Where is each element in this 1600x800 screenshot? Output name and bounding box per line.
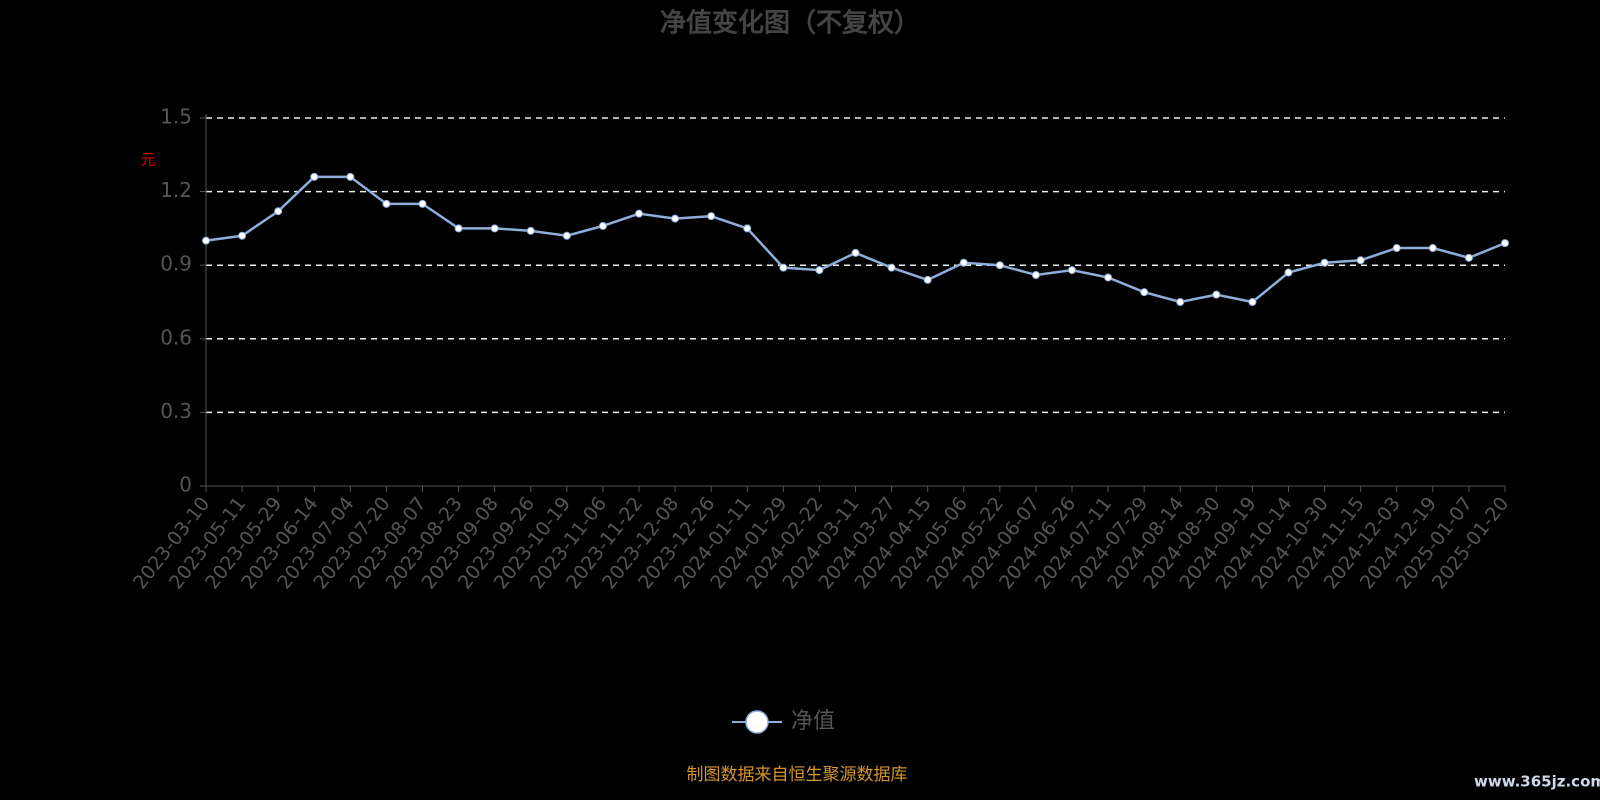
point [851, 248, 860, 257]
point [418, 199, 427, 208]
point [815, 266, 824, 275]
point [346, 172, 355, 181]
point [1176, 298, 1185, 306]
point [671, 214, 680, 223]
point [310, 172, 319, 181]
point [1248, 298, 1257, 306]
point [202, 236, 210, 245]
point [1428, 244, 1437, 253]
point [707, 212, 716, 221]
point [562, 231, 571, 240]
point [1392, 244, 1401, 253]
point [635, 209, 643, 218]
point [490, 224, 499, 233]
point [887, 263, 896, 272]
point [454, 224, 463, 233]
point [1140, 288, 1149, 297]
legend-label: 净值 [791, 709, 835, 734]
chart-title: 净值变化图（不复权） [660, 8, 920, 39]
footer: 制图数据来自恒生聚源数据库 [687, 765, 908, 785]
y-tick-label: 0.3 [160, 399, 192, 423]
point [923, 275, 932, 284]
point [1320, 258, 1329, 267]
watermark: www.365jz.com [1474, 773, 1600, 791]
point [995, 261, 1004, 270]
point [238, 231, 247, 240]
point [1501, 239, 1509, 248]
point [1356, 256, 1365, 265]
point [959, 258, 968, 267]
point [1212, 290, 1221, 299]
y-tick-label: 0.6 [160, 325, 192, 349]
point [382, 199, 391, 208]
point [1031, 271, 1040, 280]
point [1284, 268, 1293, 277]
legend-marker [745, 710, 769, 734]
point [598, 221, 607, 230]
point [1068, 266, 1076, 275]
point [1104, 273, 1113, 282]
y-tick-label: 1.2 [160, 178, 192, 202]
point [274, 207, 283, 216]
y-axis-label: 元 [140, 151, 155, 169]
point [526, 226, 535, 235]
point [743, 224, 752, 233]
y-tick-label: 0.9 [160, 252, 192, 276]
point [779, 263, 788, 272]
point [1464, 253, 1473, 262]
y-tick-label: 0 [179, 473, 192, 497]
y-tick-label: 1.5 [160, 105, 192, 129]
